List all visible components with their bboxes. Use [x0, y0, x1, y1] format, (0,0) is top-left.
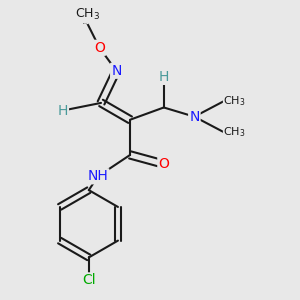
Text: CH$_3$: CH$_3$ — [224, 94, 246, 108]
Text: N: N — [189, 110, 200, 124]
Text: NH: NH — [88, 169, 108, 183]
Text: H: H — [58, 103, 68, 118]
Text: methoxy: methoxy — [84, 23, 90, 24]
Text: H: H — [159, 70, 169, 84]
Text: N: N — [111, 64, 122, 78]
Text: O: O — [158, 157, 169, 171]
Text: methyl: methyl — [87, 22, 92, 23]
Text: methyl: methyl — [83, 23, 88, 24]
Text: CH$_3$: CH$_3$ — [75, 7, 100, 22]
Text: CH$_3$: CH$_3$ — [224, 125, 246, 139]
Text: Cl: Cl — [82, 273, 96, 287]
Text: O: O — [94, 41, 105, 55]
